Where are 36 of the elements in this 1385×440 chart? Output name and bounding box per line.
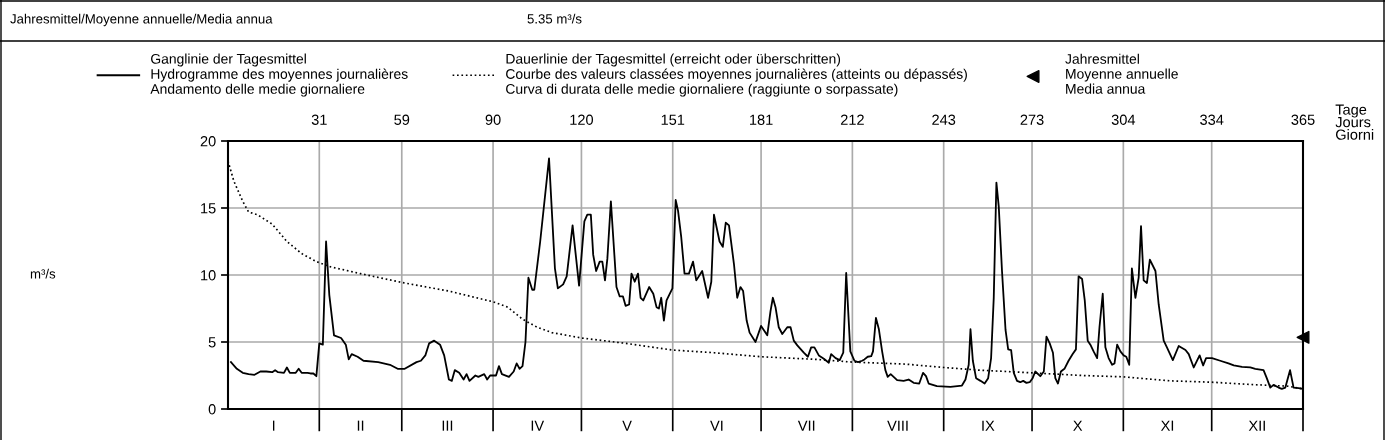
text: II xyxy=(357,420,364,431)
x-tick-label: 243 xyxy=(932,114,956,125)
x-tick-label: 59 xyxy=(394,114,410,125)
x-tick-label: 120 xyxy=(570,114,594,125)
text: V xyxy=(622,420,632,431)
x-tick-label: 31 xyxy=(311,114,327,125)
x-axis-title: Tage Jours Giorni xyxy=(1335,104,1374,140)
text: 5.35 m³/s xyxy=(527,13,582,24)
x-tick-label: 212 xyxy=(840,114,864,125)
text: III xyxy=(442,420,453,431)
y-tick-label: 15 xyxy=(201,203,216,214)
text: Jahresmittel/Moyenne annuelle/Media annua xyxy=(10,13,273,27)
text: VII xyxy=(797,420,815,431)
x-tick-label: 181 xyxy=(750,114,773,125)
x-tick-label: 90 xyxy=(485,114,501,125)
legend-label: Dauerlinie der Tagesmittel (erreicht oder überschritten) Courbe des valeurs classées moyennes journalières (atteints ou dépassés) Curva di durata delle medie giornaliere (raggiunte o sorpassate) xyxy=(506,53,967,97)
legend-label: Jahresmittel Moyenne annuelle Media annua xyxy=(1065,53,1178,94)
text: X xyxy=(1073,420,1083,431)
x-tick-label: 334 xyxy=(1200,114,1224,125)
text: XI xyxy=(1160,420,1174,431)
text: IX xyxy=(982,420,995,431)
text: m³/s xyxy=(30,268,56,279)
x-tick-label: 273 xyxy=(1020,114,1044,125)
x-tick-label: 365 xyxy=(1291,114,1315,125)
text: XII xyxy=(1248,420,1265,431)
text: IV xyxy=(531,420,545,431)
y-tick-label: 5 xyxy=(208,337,216,348)
legend-label: Ganglinie der Tagesmittel Hydrogramme des moyennes journalières Andamento delle medie giornaliere xyxy=(150,53,408,97)
y-tick-label: 0 xyxy=(208,404,216,415)
x-tick-label: 304 xyxy=(1111,114,1136,125)
text: VIII xyxy=(887,420,908,431)
text: VI xyxy=(710,420,723,431)
y-tick-label: 20 xyxy=(200,136,216,147)
y-tick-label: 10 xyxy=(201,270,216,281)
text: I xyxy=(272,420,275,431)
x-tick-label: 151 xyxy=(661,114,685,125)
